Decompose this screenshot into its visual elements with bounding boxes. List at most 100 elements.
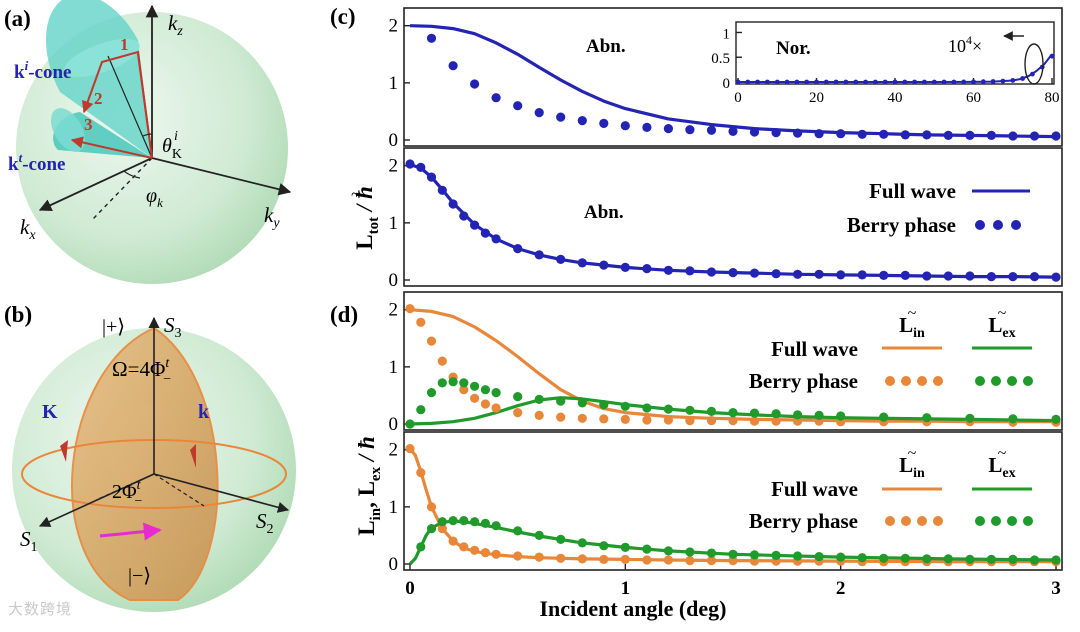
solid-angle-region [71, 326, 219, 601]
legend-d1-green-dot [975, 376, 985, 386]
d-top-ytick-label: 1 [389, 357, 399, 378]
c-top-inset-series-1-point [755, 79, 760, 85]
c-bottom-series-1-point [416, 162, 426, 172]
c-bottom-series-1-point [1051, 272, 1061, 282]
d-top-series-2-point [749, 416, 760, 426]
d-bottom-xtick-label: 2 [836, 578, 846, 599]
c-bottom-series-1-point [577, 258, 587, 268]
c-top-inset-series-1-point [1000, 78, 1006, 84]
d-top-series-3-point [706, 406, 717, 416]
c-top-inset-series-1-point [951, 79, 957, 85]
s3-label: S3 [164, 313, 182, 341]
d-top-series-3-point [836, 411, 846, 421]
c-bottom-series-0-line [409, 163, 1057, 279]
c-bottom-series-1-point [405, 159, 415, 169]
s1-axis [38, 473, 155, 527]
phi-dashed-1 [95, 473, 155, 501]
panel-a: (a) 1 2 3 kz kx ky ki-cone kt-cone θKi φ… [4, 0, 292, 284]
c-bottom-series-1-point [448, 199, 458, 209]
d-ylabel: Lin, Lex / ħ [354, 436, 384, 536]
panel-d-tag: (d) [330, 302, 358, 327]
d-top-ytick-label: 0 [389, 414, 399, 435]
legend-d2-green-dot [975, 516, 985, 526]
d-bottom-series-3-point [857, 553, 867, 563]
inset-factor: 104× [948, 33, 982, 56]
d-top-series-3-point [879, 412, 889, 422]
kx-axis [38, 157, 153, 211]
c-bottom-series-1-point [480, 228, 490, 238]
d-top-series-2-point [513, 408, 523, 418]
kz-label: kz [168, 11, 183, 39]
d-top-series-2-point [470, 393, 480, 403]
d-top-series-3-point [416, 405, 426, 415]
c-top-series-1-point [1051, 131, 1061, 141]
c-bottom-series-1-point [879, 270, 889, 280]
panel-c-tag: (c) [330, 4, 356, 29]
d-top-series-2-point [416, 317, 426, 327]
d-bottom-series-2-point [513, 551, 523, 561]
minus-state: |−⟩ [128, 565, 151, 587]
c-top-series-1-point [577, 116, 587, 126]
c-top-inset-series-1-point [980, 79, 986, 85]
d-top-series-3-point [663, 404, 674, 414]
c-top-annotation: Abn. [586, 36, 626, 57]
d-top-series-3-point [459, 378, 469, 388]
c-top-series-1-point [1008, 131, 1018, 141]
legend-d1-Lin: Lin [899, 313, 925, 341]
d-top-series-3-point [556, 396, 566, 406]
d-bottom-series-2-point [448, 536, 458, 546]
legend-d2-berry: Berry phase [749, 509, 858, 533]
c-bottom-series-1-point [922, 271, 932, 281]
c-bottom-series-1-point [943, 271, 953, 281]
legend-c-dot [993, 220, 1003, 230]
c-top-series-1-point [836, 129, 846, 139]
d-top-series-2-point [577, 413, 587, 423]
d-bottom-series-2-point [491, 549, 501, 559]
d-top-series-3-point [534, 394, 544, 404]
c-bottom-series-1-point [706, 267, 717, 277]
c-bottom-series-1-point [620, 262, 630, 272]
cone-axis-line [107, 55, 153, 159]
c-top-ytick-label: 2 [389, 16, 399, 37]
c-top-series-1-point [685, 125, 695, 135]
d-bottom-series-2-point [728, 556, 738, 566]
legend-d2-green-dot [991, 516, 1001, 526]
c-top-inset-series-1-point [804, 79, 810, 85]
d-top-series-3-point [480, 385, 490, 395]
c-top-series-1-point [771, 128, 781, 138]
c-top-inset-series-1-point [863, 79, 868, 85]
c-top-series-1-point [470, 79, 480, 89]
d-bottom-series-2-point [642, 555, 652, 565]
omega-label: Ω=4Φt − [112, 356, 171, 387]
c-top-inset-series-1-point [882, 79, 888, 85]
s1-label: S1 [20, 527, 38, 555]
legend-d2-green-dot [1007, 516, 1017, 526]
d-top-series-3-point [405, 419, 415, 429]
d-bottom-series-2-point [437, 524, 447, 534]
c-top-inset-series-1-point [931, 79, 937, 85]
d-top-series-2-point [459, 385, 469, 395]
d-top-series-2-point [405, 304, 415, 314]
c-top-series-1-point [728, 126, 738, 136]
c-top-series-1-point [513, 101, 523, 111]
c-bottom-series-1-point [513, 244, 523, 254]
kx-label: kx [20, 215, 36, 243]
d-bottom-series-2-point [663, 555, 674, 565]
k-arrowhead [190, 444, 196, 468]
d-bottom-series-3-point [943, 554, 953, 564]
d-top-series-3-point [1051, 414, 1061, 424]
d-top-series-3-point [448, 377, 458, 387]
d-top-series-2-point [599, 414, 609, 424]
legend-d1-orange-dot [933, 376, 943, 386]
c-bottom-series-1-point [814, 269, 824, 279]
legend-d-top: Lin ~ Lex ~ Full wave Berry phase [749, 305, 1033, 393]
d-bottom-series-3-point [599, 541, 609, 551]
d-top-series-3-point [491, 388, 501, 398]
k-label: k [198, 401, 210, 423]
c-bottom-series-1-point [728, 268, 738, 278]
legend-c-dots [975, 220, 1021, 230]
d-bottom-series-3-point [986, 554, 997, 565]
d-top-series-0-line [409, 308, 1056, 424]
d-bottom-series-2-point [685, 556, 695, 566]
c-top-inset-xtick-label: 80 [1045, 90, 1060, 106]
